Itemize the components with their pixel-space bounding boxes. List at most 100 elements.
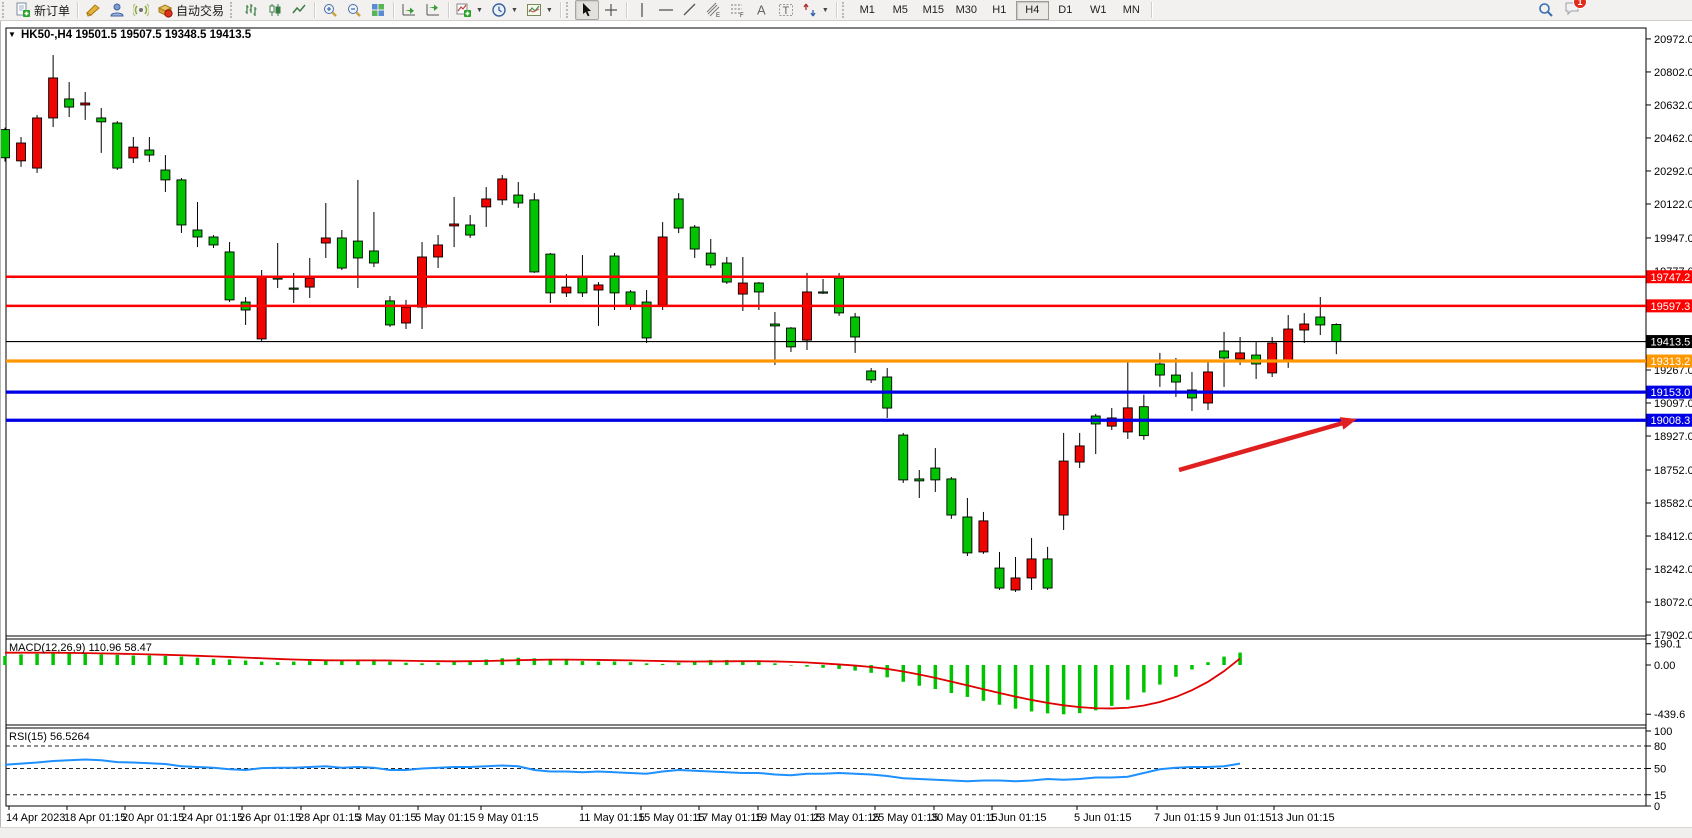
metaeditor-button[interactable] <box>81 0 105 20</box>
svg-text:26 Apr 01:15: 26 Apr 01:15 <box>239 812 301 824</box>
toolbar-separator <box>314 2 316 18</box>
chevron-down-icon: ▼ <box>510 6 518 14</box>
rsi-axis[interactable]: 100 80 50 150 <box>1646 726 1672 813</box>
vertical-line-button[interactable] <box>630 0 654 20</box>
arrows-button[interactable]: ▼ <box>798 0 833 20</box>
templates-icon <box>526 4 541 16</box>
hline-objects[interactable]: 19747.2 19597.3 19413.5 19313.2 19153.0 19008… <box>6 270 1692 427</box>
svg-text:19267.0: 19267.0 <box>1654 365 1692 377</box>
periods-icon <box>492 3 506 17</box>
new-order-icon <box>16 2 30 17</box>
svg-text:19313.2: 19313.2 <box>1651 356 1691 368</box>
chevron-down-icon: ▼ <box>545 6 553 14</box>
signals-button[interactable] <box>129 0 153 20</box>
timeframe-M1[interactable]: M1 <box>859 4 875 16</box>
timeframe-bar: M1 M5 M15 M30 H1 H4 D1 W1 MN <box>851 0 1148 20</box>
chart-shift-button[interactable] <box>421 0 445 20</box>
svg-text:24 Apr 01:15: 24 Apr 01:15 <box>181 812 243 824</box>
svg-text:5 Jun 01:15: 5 Jun 01:15 <box>1074 812 1132 824</box>
fibonacci-button[interactable]: F <box>726 0 750 20</box>
chart-shift-icon <box>426 4 440 16</box>
horizontal-scrollbar[interactable] <box>0 827 1692 838</box>
algo-trading-button[interactable]: 自动交易 <box>153 0 228 20</box>
notifications-button[interactable]: 1 <box>1564 0 1587 21</box>
svg-text:20292.0: 20292.0 <box>1654 166 1692 178</box>
toolbar-separator <box>559 2 561 18</box>
zoom-out-icon <box>348 4 361 17</box>
svg-text:18072.0: 18072.0 <box>1654 597 1692 609</box>
svg-text:0.00: 0.00 <box>1654 660 1675 672</box>
svg-text:100: 100 <box>1654 726 1672 738</box>
timeframe-MN[interactable]: MN <box>1122 4 1140 16</box>
signals-icon <box>133 3 150 17</box>
trendline-button[interactable] <box>678 0 702 20</box>
svg-text:20802.0: 20802.0 <box>1654 67 1692 79</box>
text-icon: A <box>757 3 766 18</box>
svg-text:14 Apr 2023: 14 Apr 2023 <box>6 812 65 824</box>
text-label-button[interactable]: T <box>774 0 798 20</box>
equidistant-channel-button[interactable]: E <box>702 0 726 20</box>
arrows-icon <box>803 3 816 17</box>
chevron-down-icon: ▼ <box>476 6 483 14</box>
timeframe-W1[interactable]: W1 <box>1090 4 1107 16</box>
timeframe-D1[interactable]: D1 <box>1058 4 1073 16</box>
crosshair-button[interactable] <box>599 0 623 20</box>
toolbar-grip[interactable] <box>565 2 573 18</box>
svg-text:▼: ▼ <box>8 30 16 39</box>
zoom-out-button[interactable] <box>342 0 366 20</box>
toolbar-grip[interactable] <box>230 2 237 18</box>
bar-chart-button[interactable] <box>239 0 263 20</box>
new-order-button[interactable]: 新订单 <box>11 0 74 20</box>
toolbar-separator <box>393 2 395 18</box>
toolbar-separator <box>77 2 79 18</box>
svg-text:7 Jun 01:15: 7 Jun 01:15 <box>1154 812 1212 824</box>
periods-button[interactable]: ▼ <box>487 0 522 20</box>
macd-axis[interactable]: 190.1 0.00 -439.6 <box>1646 639 1685 722</box>
line-chart-button[interactable] <box>287 0 311 20</box>
line-chart-icon <box>292 4 306 14</box>
timeframe-H1[interactable]: H1 <box>992 4 1007 16</box>
svg-text:HK50-,H4 19501.5 19507.5 1934: HK50-,H4 19501.5 19507.5 19348.5 19413.5 <box>21 29 252 41</box>
horizontal-line-button[interactable] <box>654 0 678 20</box>
zoom-in-icon <box>324 4 337 17</box>
indicators-button[interactable]: ▼ <box>452 0 487 20</box>
svg-text:E: E <box>716 13 720 18</box>
trend-arrow[interactable] <box>1178 417 1357 473</box>
svg-text:50: 50 <box>1654 764 1666 776</box>
templates-button[interactable]: ▼ <box>522 0 557 20</box>
timeframe-H4[interactable]: H4 <box>1015 0 1049 20</box>
svg-text:11 May 01:15: 11 May 01:15 <box>579 812 645 824</box>
svg-text:80: 80 <box>1654 741 1666 753</box>
community-icon <box>110 3 124 17</box>
equidistant-channel-icon: E <box>706 2 720 18</box>
svg-text:19947.0: 19947.0 <box>1654 233 1692 245</box>
text-button[interactable]: A <box>750 0 774 20</box>
svg-text:19597.3: 19597.3 <box>1651 301 1691 313</box>
svg-text:19153.0: 19153.0 <box>1651 387 1691 399</box>
svg-text:0: 0 <box>1654 801 1660 813</box>
svg-text:19747.2: 19747.2 <box>1651 272 1691 284</box>
community-button[interactable] <box>105 0 129 20</box>
chart-canvas[interactable]: 20972.0 20802.0 20632.0 20462.0 20292.0 20122… <box>1 21 1692 838</box>
auto-scroll-button[interactable] <box>397 0 421 20</box>
zoom-in-button[interactable] <box>318 0 342 20</box>
toolbar-grip[interactable] <box>841 2 849 18</box>
svg-text:9 May 01:15: 9 May 01:15 <box>478 812 539 824</box>
metaeditor-icon <box>86 4 100 17</box>
timeframe-M30[interactable]: M30 <box>955 4 977 16</box>
svg-text:9 Jun 01:15: 9 Jun 01:15 <box>1214 812 1272 824</box>
svg-text:-439.6: -439.6 <box>1654 709 1685 721</box>
search-icon[interactable] <box>1538 2 1554 18</box>
svg-text:3 May 01:15: 3 May 01:15 <box>356 812 417 824</box>
tile-windows-button[interactable] <box>366 0 390 20</box>
svg-text:19097.0: 19097.0 <box>1654 398 1692 410</box>
algo-trading-label: 自动交易 <box>176 3 225 18</box>
toolbar-grip[interactable] <box>2 2 9 18</box>
cursor-button[interactable] <box>574 0 599 20</box>
timeframe-M5[interactable]: M5 <box>892 4 908 16</box>
candlestick-button[interactable] <box>263 0 287 20</box>
rsi-pane <box>4 758 1241 783</box>
timeframe-M15[interactable]: M15 <box>922 4 944 16</box>
auto-scroll-icon <box>402 4 416 16</box>
